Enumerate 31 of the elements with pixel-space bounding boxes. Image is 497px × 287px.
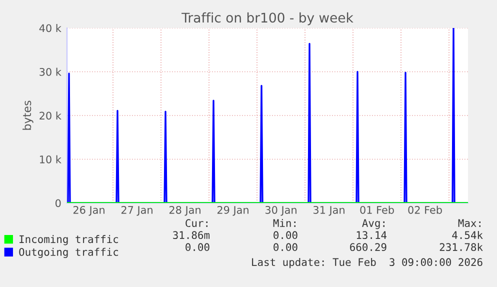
text: 231.78k — [440, 242, 483, 252]
text: 0.00 — [186, 243, 210, 252]
text: Min: — [273, 218, 296, 227]
x-tick-label: 02 Feb — [408, 206, 442, 214]
text: Max: — [458, 219, 480, 228]
text: 660.29 — [350, 243, 386, 252]
y-axis-title: bytes — [22, 100, 34, 130]
x-tick-label: 27 Jan — [121, 206, 152, 216]
y-tick-label: 30 k — [40, 68, 62, 76]
text: Avg: — [362, 219, 384, 230]
x-tick-label: 31 Jan — [313, 206, 344, 216]
x-tick-label: 30 Jan — [265, 206, 296, 216]
y-tick-label: 20 k — [40, 112, 62, 120]
text: Last update: Tue Feb 3 09:00:00 2026 — [252, 258, 482, 268]
text: 0.00 — [274, 231, 298, 240]
x-tick-label: 26 Jan — [73, 206, 104, 216]
legend-label: Outgoing traffic — [19, 248, 118, 258]
x-tick-label: 29 Jan — [217, 206, 248, 216]
y-tick-label: 0 — [56, 199, 61, 208]
x-tick-label: 28 Jan — [169, 206, 200, 216]
text: Cur: — [186, 219, 208, 228]
text: 31.86m — [173, 231, 210, 240]
text: 13.14 — [356, 231, 387, 240]
text: 4.54k — [452, 230, 483, 240]
y-tick-label: 40 k — [39, 24, 62, 32]
x-tick-label: 01 Feb — [360, 206, 394, 214]
y-tick-label: 10 k — [40, 155, 62, 164]
chart-title: Traffic on br100 - by week — [182, 12, 354, 26]
line-series — [67, 28, 468, 203]
legend-label: Incoming traffic — [20, 235, 118, 246]
text: 0.00 — [274, 243, 298, 252]
